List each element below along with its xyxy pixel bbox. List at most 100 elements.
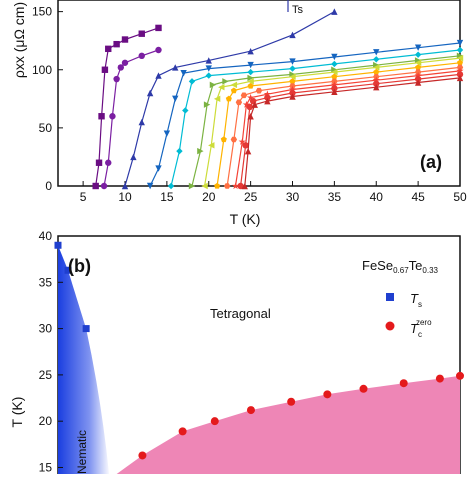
panel-a-data-point	[163, 130, 171, 137]
panel-a-data-point	[373, 64, 380, 71]
panel-a-data-point	[92, 182, 99, 190]
panel-a-data-point	[247, 78, 254, 85]
panel-a-data-point	[331, 8, 338, 15]
panel-b-data-point	[178, 427, 187, 436]
panel-a-data-point	[220, 136, 227, 143]
panel-b-y-tick-label: 35	[39, 275, 53, 289]
panel-a-y-title: ρxx (μΩ cm)	[11, 2, 27, 78]
panel-a-data-point	[247, 61, 254, 69]
panel-b-data-point	[287, 397, 296, 406]
panel-a-data-point	[138, 30, 145, 37]
panel-a-data-point	[289, 93, 296, 100]
panel-a-data-point	[456, 74, 464, 82]
panel-a-data-point	[172, 64, 179, 71]
panel-a-data-point	[155, 46, 162, 54]
nematic-label: Nematic	[75, 430, 89, 474]
panel-a-data-point	[244, 147, 252, 155]
compound-label: FeSe0.67Te0.33	[362, 258, 439, 275]
panel-b-data-point	[210, 417, 219, 426]
panel-a-series-line	[124, 11, 335, 187]
legend-ts-label: Ts	[410, 291, 422, 309]
panel-a-data-point	[247, 113, 254, 120]
panel-b-y-tick-label: 25	[39, 368, 53, 382]
panel-a-ts-annotation: Ts	[292, 4, 304, 16]
panel-a-data-point	[105, 45, 112, 53]
panel-a-data-point	[155, 24, 162, 32]
panel-a-data-point	[414, 51, 422, 58]
panel-a-data-point	[201, 182, 208, 190]
panel-a-data-point	[288, 85, 297, 93]
panel-a-data-point	[209, 81, 217, 89]
panel-a-data-point	[289, 73, 296, 80]
panel-a-data-point	[373, 80, 380, 87]
panel-a-data-point	[240, 92, 248, 99]
panel-b-data-point	[435, 374, 444, 383]
panel-a-y-tick-label: 0	[45, 179, 52, 193]
panel-a-data-point	[289, 58, 296, 65]
panel-a-data-point	[331, 73, 338, 80]
panel-a-data-point	[100, 182, 108, 190]
panel-a-data-point	[263, 90, 272, 98]
panel-a-data-point	[251, 101, 259, 108]
panel-a-x-tick-label: 25	[244, 190, 258, 204]
tetragonal-label: Tetragonal	[210, 306, 271, 321]
panel-a-data-point	[237, 182, 244, 190]
panel-a-x-tick-label: 10	[118, 190, 132, 204]
panel-a-x-title: T (K)	[230, 211, 261, 227]
panel-a-data-point	[264, 94, 271, 101]
panel-a-data-point	[242, 142, 249, 149]
panel-a-x-tick-label: 20	[202, 190, 216, 204]
panel-b-data-point	[399, 379, 408, 388]
panel-a-data-point	[188, 182, 196, 190]
panel-a-data-point	[230, 87, 237, 94]
panel-a-data-point	[414, 59, 422, 66]
legend-tc-label: Tczero	[410, 318, 432, 339]
panel-a-data-point	[214, 182, 221, 189]
panel-a-data-point	[289, 65, 296, 72]
panel-a-series-line	[216, 62, 461, 187]
panel-a-data-point	[205, 57, 212, 64]
nematic-region	[58, 245, 110, 479]
panel-a-data-point	[113, 75, 120, 83]
panel-a-data-point	[180, 70, 187, 77]
panel-a-data-point	[167, 182, 175, 190]
panel-b: 15 20 25 30 35 40 (b) FeSe0.67Te0.33 Tetragon…	[9, 229, 464, 479]
panel-a-data-point	[95, 159, 103, 166]
panel-a-data-point	[247, 82, 254, 89]
panel-a-data-point	[331, 68, 338, 76]
panel-a-data-marks	[92, 8, 464, 190]
panel-a-data-point	[155, 165, 162, 172]
panel-b-y-title: T (K)	[9, 397, 25, 428]
panel-a-x-tick-label: 40	[370, 190, 384, 204]
panel-a-frame	[57, 0, 461, 187]
panel-a-data-point	[121, 36, 129, 43]
panel-a-data-point	[222, 78, 229, 85]
panel-a-data-point	[289, 89, 296, 97]
panel-a-data-point	[255, 87, 263, 94]
legend-ts-symbol	[386, 293, 394, 301]
panel-a-data-point	[331, 85, 338, 92]
panel-a-data-point	[218, 83, 225, 91]
panel-a-data-point	[101, 66, 109, 73]
panel-b-y-tick-label: 30	[39, 322, 53, 336]
panel-a-data-point	[155, 72, 162, 79]
panel-b-data-point	[323, 390, 332, 399]
panel-a-data-point	[230, 136, 238, 143]
panel-a-series-line	[226, 66, 461, 187]
panel-a-data-point	[372, 76, 380, 84]
panel-a-data-point	[241, 182, 248, 190]
panel-a-data-point	[373, 49, 380, 56]
panel-a-data-point	[203, 101, 211, 108]
panel-a-x-tick-label: 50	[453, 190, 467, 204]
panel-a-data-point	[414, 79, 422, 86]
panel-a-data-point	[373, 56, 380, 63]
panel-a-data-point	[414, 75, 422, 83]
panel-a-data-point	[138, 52, 145, 59]
panel-a-x-tick-label: 15	[160, 190, 174, 204]
panel-a-y-tick-label: 150	[32, 5, 52, 19]
panel-b-data-point	[54, 241, 62, 249]
panel-a-data-point	[246, 103, 253, 111]
panel-a-data-point	[246, 93, 255, 101]
panel-a-data-point	[456, 59, 464, 66]
legend-tc-symbol	[385, 321, 395, 331]
